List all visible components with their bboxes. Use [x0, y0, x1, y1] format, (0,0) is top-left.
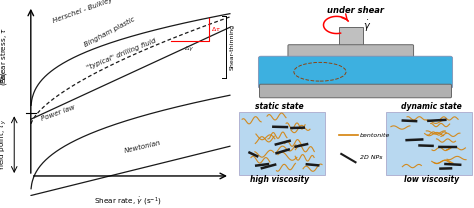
Text: Power law: Power law: [40, 104, 76, 122]
Text: "typical" drilling fluid: "typical" drilling fluid: [85, 38, 156, 71]
Text: Shear-thinning: Shear-thinning: [230, 24, 235, 70]
Text: under shear: under shear: [327, 6, 384, 15]
Text: Newtonian: Newtonian: [123, 139, 161, 154]
Text: dynamic state: dynamic state: [401, 102, 462, 111]
Text: Shear rate, $\dot{\gamma}$ (s$^{-1}$): Shear rate, $\dot{\gamma}$ (s$^{-1}$): [94, 195, 162, 207]
Bar: [239, 112, 325, 175]
Text: $\Delta\tau$: $\Delta\tau$: [211, 25, 221, 33]
Bar: [386, 112, 472, 175]
Bar: [339, 27, 363, 46]
Text: Bingham plastic: Bingham plastic: [83, 16, 136, 48]
Text: (Pa): (Pa): [0, 71, 7, 85]
Text: Shear stress, $\tau$: Shear stress, $\tau$: [0, 27, 9, 83]
Text: high viscosity: high viscosity: [250, 175, 309, 184]
Text: Herschel - Bulkley: Herschel - Bulkley: [52, 0, 114, 25]
Text: low viscosity: low viscosity: [404, 175, 459, 184]
FancyBboxPatch shape: [288, 45, 413, 59]
Text: Yield point, $\tau_y$: Yield point, $\tau_y$: [0, 119, 9, 171]
FancyBboxPatch shape: [259, 84, 451, 98]
Text: bentonite: bentonite: [360, 133, 391, 138]
Text: 2D NPs: 2D NPs: [360, 155, 383, 160]
Text: $\dot{\gamma}$: $\dot{\gamma}$: [363, 19, 371, 33]
Text: static state: static state: [255, 102, 304, 111]
Text: $\Delta\dot{\gamma}$: $\Delta\dot{\gamma}$: [184, 44, 195, 54]
FancyBboxPatch shape: [258, 56, 453, 88]
